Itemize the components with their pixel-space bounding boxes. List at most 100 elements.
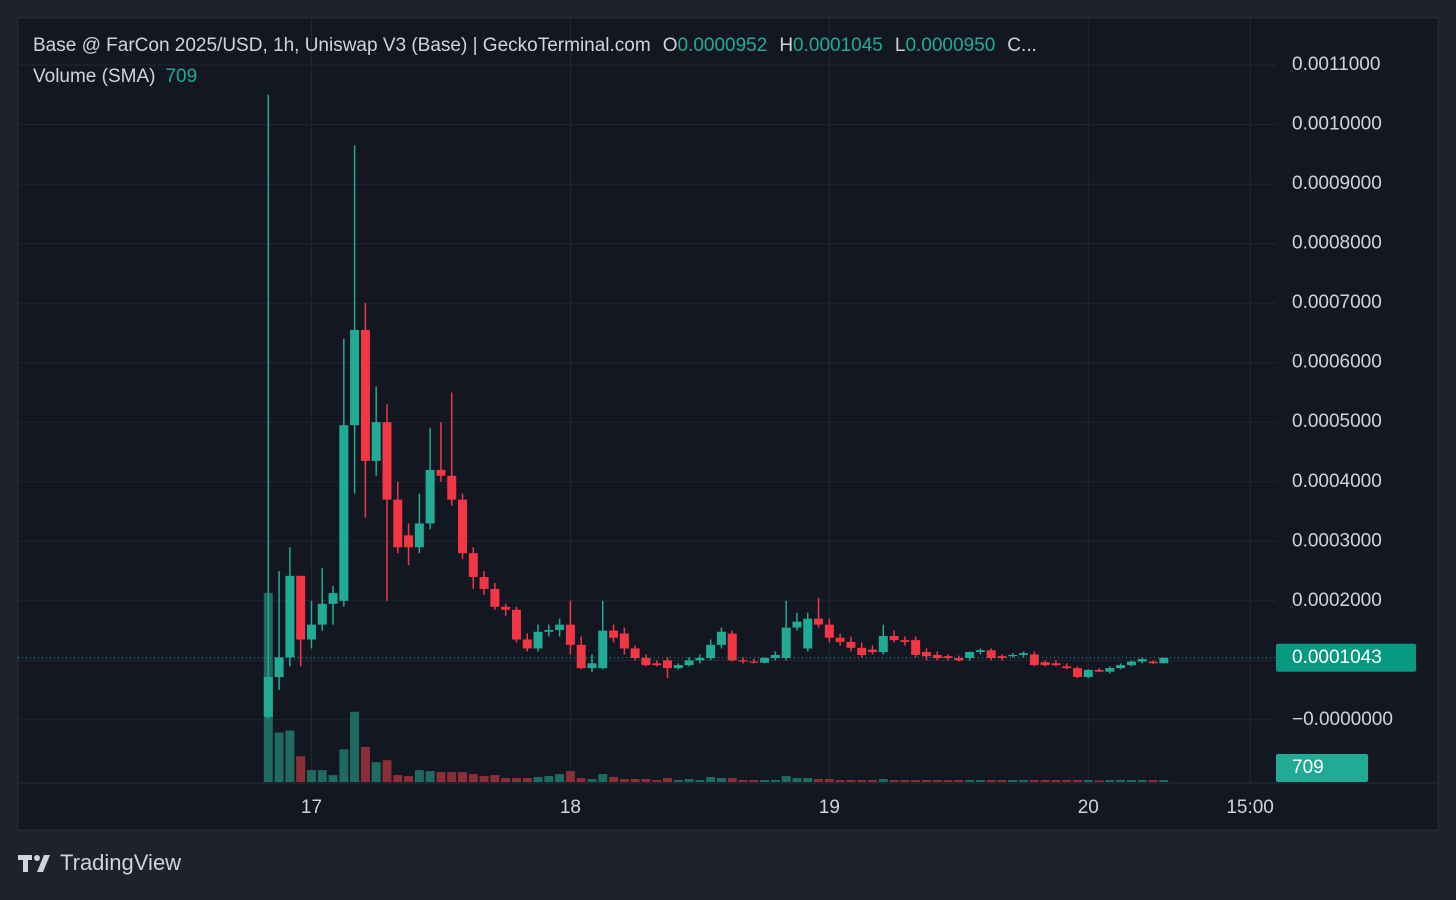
candle-body [447, 475, 457, 500]
candle-body [479, 577, 489, 589]
volume-bar [576, 778, 586, 782]
candle-body [997, 656, 1007, 658]
chart-title: Base @ FarCon 2025/USD, 1h, Uniswap V3 (… [33, 35, 651, 56]
volume-bar [317, 770, 327, 782]
volume-bar [1094, 780, 1104, 782]
candle-body [609, 630, 619, 638]
volume-bar [565, 771, 575, 782]
volume-bar [1105, 780, 1115, 782]
candle-body [911, 640, 921, 656]
volume-bar [382, 760, 392, 782]
volume-bar [878, 779, 888, 782]
candle-body [1019, 653, 1029, 656]
candle-body [425, 469, 435, 524]
axes: −0.00000000.00010000.00020000.00030000.0… [18, 54, 1416, 818]
volume-bar [965, 780, 975, 782]
candle-body [641, 657, 651, 666]
volume-bar [954, 780, 964, 782]
volume-bar [414, 770, 424, 782]
volume-bar [404, 776, 414, 782]
volume-bar [339, 749, 349, 782]
volume-bar [1051, 780, 1061, 782]
volume-bar [458, 772, 468, 782]
volume-bar [1137, 780, 1147, 782]
candle-body [339, 425, 349, 601]
logo-part [34, 855, 40, 861]
candle-body [1040, 662, 1050, 666]
candle-body [803, 618, 813, 649]
x-tick-label: 19 [819, 797, 840, 818]
volume-bar [760, 780, 770, 782]
y-tick-label: 0.0007000 [1292, 292, 1382, 313]
candle-body [576, 644, 586, 669]
x-tick-label: 20 [1078, 797, 1099, 818]
candle-body [760, 657, 770, 663]
candle-body [522, 639, 532, 649]
volume-bar [1083, 780, 1093, 782]
volume-bar [770, 780, 780, 782]
candle-body [501, 606, 511, 610]
y-tick-label: 0.0006000 [1292, 352, 1382, 373]
candle-body [490, 588, 500, 607]
legend-header: Base @ FarCon 2025/USD, 1h, Uniswap V3 (… [33, 35, 1037, 56]
volume-bar [511, 778, 521, 782]
candle-body [986, 650, 996, 658]
logo-part [23, 855, 28, 872]
volume-bar [501, 778, 511, 782]
chart-panel [17, 17, 1439, 831]
candle-body [317, 603, 327, 625]
volume-bar [727, 778, 737, 782]
volume-title: Volume (SMA) [33, 66, 155, 87]
volume-bar [1116, 780, 1126, 782]
volume-bar [824, 779, 834, 782]
candle-body [511, 609, 521, 640]
volume-bar [652, 780, 662, 782]
candle-body [878, 635, 888, 653]
volume-bar [900, 780, 910, 782]
candle-body [1126, 661, 1136, 666]
volume-bar [684, 779, 694, 782]
candle-body [1029, 654, 1039, 666]
candle-body [328, 593, 338, 604]
volume-bar [1008, 780, 1018, 782]
candle-body [662, 660, 672, 669]
volume-bar [490, 775, 500, 782]
volume-bar [609, 777, 619, 782]
volume-bar [975, 780, 985, 782]
candle-body [555, 624, 565, 630]
volume-bar [630, 779, 640, 782]
candle-body [371, 422, 381, 461]
volume-bar [1019, 780, 1029, 782]
volume-bar [943, 780, 953, 782]
ohlc-key: O [663, 35, 678, 56]
candle-body [533, 631, 543, 649]
volume-bar [1029, 780, 1039, 782]
candle-body [738, 660, 748, 662]
candle-body [296, 575, 306, 640]
volume-bar [544, 776, 554, 782]
logo-part [37, 855, 50, 872]
volume-bar [619, 779, 629, 782]
grid [18, 18, 1276, 783]
volume-bar [522, 778, 532, 782]
volume-bar [662, 778, 672, 782]
volume-bar [673, 780, 683, 782]
y-tick-label: 0.0005000 [1292, 411, 1382, 432]
volume-bar [706, 777, 716, 782]
x-tick-label: 17 [301, 797, 322, 818]
candle-body [565, 624, 575, 645]
candle-body [350, 329, 360, 426]
volume-legend: Volume (SMA) 709 [33, 66, 197, 87]
candle-body [1159, 657, 1169, 664]
y-tick-label: 0.0011000 [1292, 54, 1380, 75]
candle-body [393, 499, 403, 548]
candle-body [727, 633, 737, 661]
brand-logo [18, 855, 50, 872]
volume-bar [274, 732, 284, 782]
candle-body [1148, 661, 1158, 664]
volume-bar [857, 780, 867, 782]
candle-body [684, 660, 694, 666]
candle-body [1137, 659, 1147, 662]
candle-body [1116, 665, 1126, 669]
candle-body [770, 655, 780, 658]
